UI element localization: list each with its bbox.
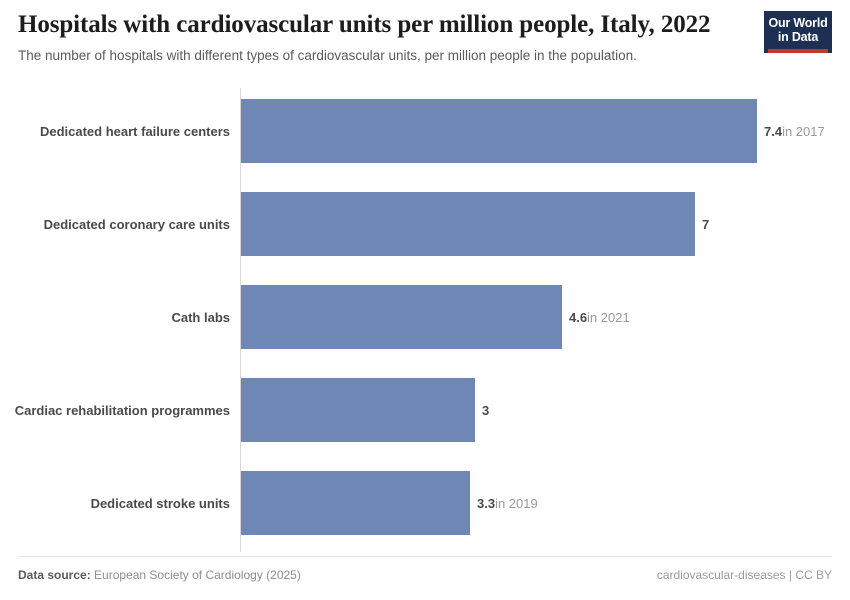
bar-row[interactable]: Dedicated stroke units 3.3 in 2019	[0, 471, 850, 535]
bar-category-label: Cardiac rehabilitation programmes	[14, 402, 230, 418]
bar[interactable]	[241, 285, 562, 349]
bar-row[interactable]: Cath labs 4.6 in 2021	[0, 285, 850, 349]
bar-value-year-annotation: in 2019	[495, 495, 538, 511]
bar-category-label: Dedicated stroke units	[90, 495, 230, 511]
plot-area: Dedicated heart failure centers 7.4 in 201…	[0, 88, 850, 552]
bar-value-year-annotation: in 2017	[782, 123, 825, 139]
y-axis-line	[240, 88, 241, 552]
bar[interactable]	[241, 378, 475, 442]
bar-value-number: 3	[482, 402, 490, 418]
bar-value-number: 7	[702, 216, 710, 232]
chart-header: Hospitals with cardiovascular units per …	[18, 10, 758, 65]
data-source: Data source: European Society of Cardiol…	[18, 568, 301, 582]
logo-line-1: Our World	[768, 16, 828, 30]
chart-attribution[interactable]: cardiovascular-diseases | CC BY	[656, 568, 832, 582]
bar-row[interactable]: Dedicated coronary care units 7	[0, 192, 850, 256]
chart-subtitle: The number of hospitals with different t…	[18, 48, 637, 63]
bar-value-label: 3.3 in 2019	[477, 471, 538, 535]
data-source-value: European Society of Cardiology (2025)	[94, 568, 301, 582]
bar[interactable]	[241, 471, 470, 535]
bar-value-number: 7.4	[764, 123, 783, 139]
bar-value-label: 7.4 in 2017	[764, 99, 825, 163]
logo-red-rule	[768, 49, 828, 53]
bar-value-number: 4.6	[569, 309, 588, 325]
bar-category-label: Dedicated coronary care units	[43, 216, 230, 232]
bar-value-number: 3.3	[477, 495, 496, 511]
page-title: Hospitals with cardiovascular units per …	[18, 11, 711, 38]
chart-footer: Data source: European Society of Cardiol…	[18, 568, 832, 582]
bar-value-year-annotation: in 2021	[587, 309, 630, 325]
logo-line-2: in Data	[777, 30, 819, 44]
bar-value-label: 3	[482, 378, 489, 442]
data-source-label: Data source:	[18, 568, 91, 582]
bar[interactable]	[241, 99, 757, 163]
footer-divider	[18, 556, 832, 557]
bar-row[interactable]: Dedicated heart failure centers 7.4 in 201…	[0, 99, 850, 163]
bar-category-label: Dedicated heart failure centers	[39, 123, 230, 139]
bar-value-label: 7	[702, 192, 709, 256]
bar-value-label: 4.6 in 2021	[569, 285, 630, 349]
bar-row[interactable]: Cardiac rehabilitation programmes 3	[0, 378, 850, 442]
bar-category-label: Cath labs	[171, 309, 230, 325]
our-world-in-data-logo[interactable]: Our World in Data	[764, 11, 832, 53]
bar[interactable]	[241, 192, 695, 256]
